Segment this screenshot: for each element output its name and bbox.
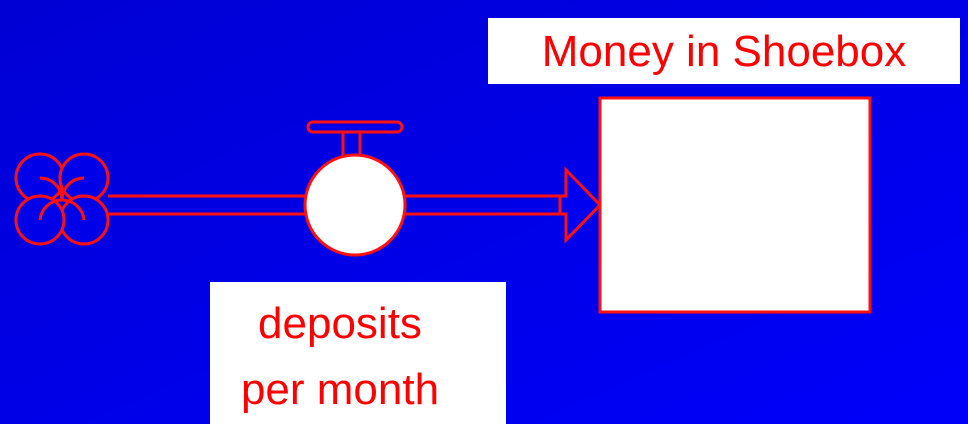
stock-label-box [488, 18, 960, 84]
flow-label-line: deposits [258, 299, 422, 348]
flow-label-box [210, 282, 506, 424]
stock-label: Money in Shoebox [542, 27, 906, 76]
flow-label-line: per month [241, 365, 439, 414]
flow-arrowhead [558, 166, 603, 244]
valve-stem [341, 130, 362, 158]
valve [303, 153, 407, 257]
stock-box [598, 96, 872, 314]
source-cloud [14, 152, 110, 246]
